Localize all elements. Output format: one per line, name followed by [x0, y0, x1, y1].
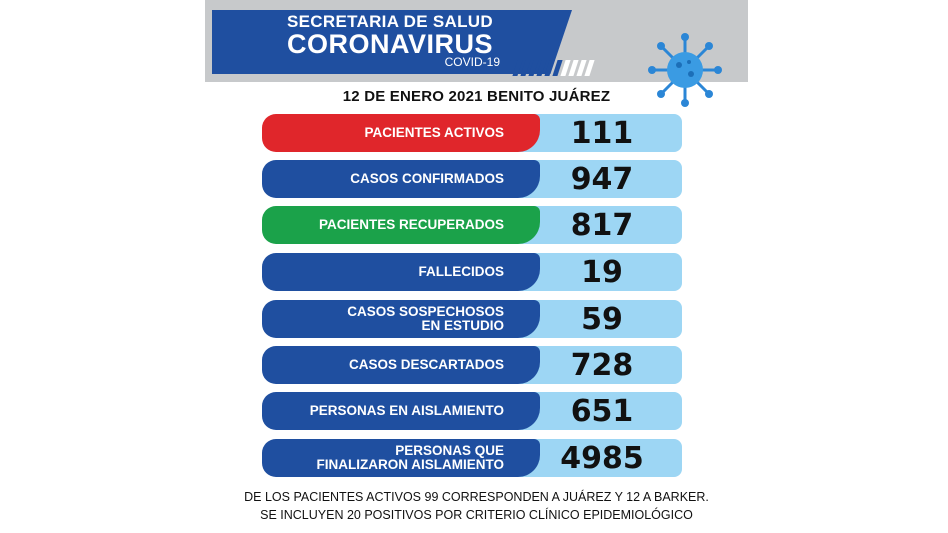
- stat-label-line2: FINALIZARON AISLAMIENTO: [316, 457, 505, 472]
- value-background: [512, 439, 682, 477]
- stat-label: PERSONAS EN AISLAMIENTO: [262, 392, 540, 430]
- stat-row-pacientes-activos: PACIENTES ACTIVOS 111: [262, 114, 682, 152]
- value-background: [512, 114, 682, 152]
- stat-row-casos-descartados: CASOS DESCARTADOS 728: [262, 346, 682, 384]
- stat-label: FALLECIDOS: [262, 253, 540, 291]
- stat-row-finalizaron-aislamiento: PERSONAS QUE FINALIZARON AISLAMIENTO 498…: [262, 439, 682, 477]
- header-banner: [212, 10, 572, 74]
- stat-label-line1: PERSONAS QUE: [395, 443, 504, 458]
- stat-label: PACIENTES RECUPERADOS: [262, 206, 540, 244]
- header-title-coronavirus: CORONAVIRUS: [286, 29, 493, 59]
- stat-value: 59: [581, 301, 623, 337]
- stat-row-casos-confirmados: CASOS CONFIRMADOS 947: [262, 160, 682, 198]
- value-background: [512, 392, 682, 430]
- stat-value: 651: [570, 393, 634, 429]
- stat-value: 728: [570, 347, 634, 383]
- stat-row-fallecidos: FALLECIDOS 19: [262, 253, 682, 291]
- value-background: [512, 160, 682, 198]
- footer-note-line1: DE LOS PACIENTES ACTIVOS 99 CORRESPONDEN…: [244, 490, 709, 504]
- stat-label-line1: CASOS SOSPECHOSOS: [347, 304, 504, 319]
- coronavirus-icon: [648, 33, 722, 107]
- value-background: [512, 206, 682, 244]
- value-background: [512, 300, 682, 338]
- stat-value: 19: [581, 254, 623, 290]
- value-background: [512, 253, 682, 291]
- footer-note-line2: SE INCLUYEN 20 POSITIVOS POR CRITERIO CL…: [260, 508, 693, 522]
- stat-value: 111: [570, 115, 634, 151]
- stat-label: PERSONAS QUE FINALIZARON AISLAMIENTO: [262, 439, 540, 477]
- stat-label: CASOS SOSPECHOSOS EN ESTUDIO: [262, 300, 540, 338]
- stat-label: CASOS CONFIRMADOS: [262, 160, 540, 198]
- stat-row-casos-sospechosos: CASOS SOSPECHOSOS EN ESTUDIO 59: [262, 300, 682, 338]
- stat-value: 947: [570, 161, 634, 197]
- stat-row-pacientes-recuperados: PACIENTES RECUPERADOS 817: [262, 206, 682, 244]
- header-title-secretaria: SECRETARIA DE SALUD: [287, 12, 493, 31]
- stat-label: PACIENTES ACTIVOS: [262, 114, 540, 152]
- header-stripes: [512, 60, 600, 76]
- stat-label-line2: EN ESTUDIO: [421, 318, 504, 333]
- stat-value: 817: [570, 207, 634, 243]
- footer-notes: DE LOS PACIENTES ACTIVOS 99 CORRESPONDEN…: [205, 488, 748, 524]
- stat-value: 4985: [560, 440, 644, 476]
- value-background: [512, 346, 682, 384]
- date-location-heading: 12 DE ENERO 2021 BENITO JUÁREZ: [342, 88, 611, 105]
- stat-label: CASOS DESCARTADOS: [262, 346, 540, 384]
- header-title-covid: COVID-19: [444, 55, 500, 69]
- stat-row-personas-aislamiento: PERSONAS EN AISLAMIENTO 651: [262, 392, 682, 430]
